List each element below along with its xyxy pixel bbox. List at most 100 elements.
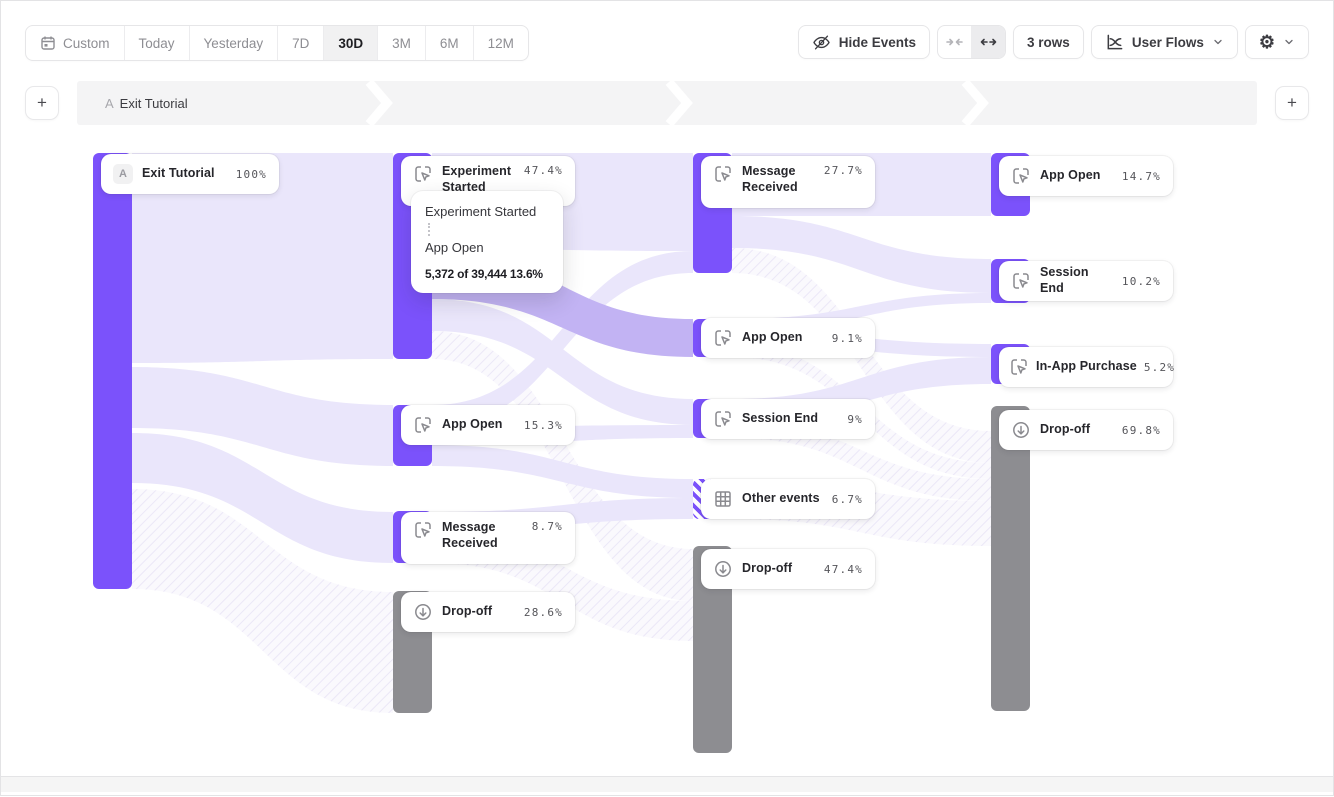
chart-type-dropdown[interactable]: User Flows [1090,25,1238,59]
flow-message-received-to-session-end[interactable] [732,216,991,293]
date-range-label: Custom [63,35,110,51]
event-icon [413,520,433,540]
flow-app-open-to-other-events[interactable] [432,445,693,498]
node-card-message-received-step2[interactable]: Message Received 8.7% [401,512,575,564]
node-percent: 47.4% [823,562,863,576]
plus-icon: + [1287,93,1297,112]
node-percent: 9.1% [831,331,863,345]
node-percent: 15.3% [523,418,563,432]
bar-drop-off-step4[interactable] [991,406,1030,711]
bar-exit-tutorial[interactable] [93,153,132,589]
node-card-app-open-step2[interactable]: App Open 15.3% [401,405,575,445]
series-letter: A [105,95,114,111]
node-card-in-app-purchase[interactable]: In-App Purchase 5.2% [999,347,1176,387]
date-range-custom[interactable]: Custom [26,26,125,60]
node-percent: 69.8% [1121,423,1161,437]
drop-off-icon [413,602,433,622]
drop-off-icon [713,559,733,579]
chevron-down-icon [1285,39,1293,45]
expand-columns-button[interactable] [971,26,1006,58]
node-percent: 9% [847,412,863,426]
expand-collapse-toggle [937,25,1007,59]
node-label: App Open [742,330,803,345]
node-percent: 47.4% [523,164,563,177]
node-label: Drop-off [1040,422,1091,437]
date-range-30d-selected[interactable]: 30D [324,26,379,60]
rows-button[interactable]: 3 rows [1013,25,1084,59]
date-range-label: Yesterday [203,35,264,51]
node-label: Drop-off [742,561,793,576]
chart-type-label: User Flows [1131,34,1204,50]
node-card-drop-off-step3[interactable]: Drop-off 47.4% [701,549,875,589]
node-label: Session End [1040,265,1089,295]
tooltip-stat: 5,372 of 39,444 13.6% [425,267,543,281]
collapse-columns-button[interactable] [938,26,971,58]
node-percent: 14.7% [1121,169,1161,183]
date-range-3m[interactable]: 3M [378,26,426,60]
node-percent: 8.7% [531,520,563,533]
node-card-other-events[interactable]: Other events 6.7% [701,479,875,519]
node-card-app-open-step3[interactable]: App Open 9.1% [701,318,875,358]
series-a-badge: A [113,164,133,184]
date-range-yesterday[interactable]: Yesterday [190,26,279,60]
flow-exit-to-drop-off[interactable] [132,489,393,713]
node-label: Message Received [742,164,798,194]
node-card-session-end-step3[interactable]: Session End 9% [701,399,875,439]
date-range-6m[interactable]: 6M [426,26,474,60]
tooltip-source-event: Experiment Started [425,204,537,219]
node-label: Drop-off [442,604,493,619]
footer-scroll-strip[interactable] [1,776,1333,792]
node-percent: 10.2% [1121,274,1161,288]
arrows-outward-icon [980,38,997,46]
top-toolbar: Custom Today Yesterday 7D 30D 3M 6M 12M … [1,1,1333,67]
date-range-label: 3M [392,35,411,51]
settings-dropdown[interactable]: ⚙ [1244,25,1309,59]
event-icon [413,164,433,184]
step-chevron-separator [961,81,989,125]
step-chevron-separator [365,81,393,125]
flow-exit-to-app-open[interactable] [132,367,393,466]
step-chevron-separator [665,81,693,125]
flow-exit-to-message-received[interactable] [132,433,393,563]
event-icon [1011,166,1031,186]
add-step-left-button[interactable]: + [25,86,59,120]
date-range-selector: Custom Today Yesterday 7D 30D 3M 6M 12M [25,25,529,61]
flow-step-label[interactable]: A Exit Tutorial [105,81,188,125]
arrows-inward-icon [946,38,963,46]
node-label: Experiment Started [442,164,512,194]
hide-events-button[interactable]: Hide Events [797,25,931,59]
add-step-right-button[interactable]: + [1275,86,1309,120]
node-label: Session End [742,411,819,426]
date-range-label: 30D [338,35,364,51]
node-label: App Open [442,417,503,432]
tooltip-target-event: App Open [425,240,484,255]
node-label: Message Received [442,520,498,550]
tooltip-connector [428,223,430,236]
toolbar-right-cluster: Hide Events 3 rows [797,25,1309,59]
date-range-label: Today [138,35,175,51]
node-card-message-received-step3[interactable]: Message Received 27.7% [701,156,875,208]
node-label: App Open [1040,168,1101,183]
event-icon [713,164,733,184]
node-card-drop-off-step4[interactable]: Drop-off 69.8% [999,410,1173,450]
date-range-7d[interactable]: 7D [278,26,325,60]
grid-icon [713,489,733,509]
node-percent: 28.6% [523,605,563,619]
node-card-exit-tutorial[interactable]: A Exit Tutorial 100% [101,154,279,194]
date-range-12m[interactable]: 12M [474,26,528,60]
node-percent: 100% [235,167,267,181]
node-percent: 5.2% [1143,360,1176,374]
node-label: In-App Purchase [1036,359,1137,374]
node-card-app-open-step4[interactable]: App Open 14.7% [999,156,1173,196]
node-card-session-end-step4[interactable]: Session End 10.2% [999,261,1173,301]
user-flows-icon [1105,33,1124,52]
date-range-today[interactable]: Today [125,26,190,60]
node-percent: 27.7% [823,164,863,177]
flow-tooltip: Experiment Started App Open 5,372 of 39,… [411,191,563,293]
step-header-band: A Exit Tutorial [77,81,1257,125]
gear-icon: ⚙ [1258,32,1275,52]
node-percent: 6.7% [831,492,863,506]
node-label: Exit Tutorial [142,166,215,181]
node-card-drop-off-step2[interactable]: Drop-off 28.6% [401,592,575,632]
